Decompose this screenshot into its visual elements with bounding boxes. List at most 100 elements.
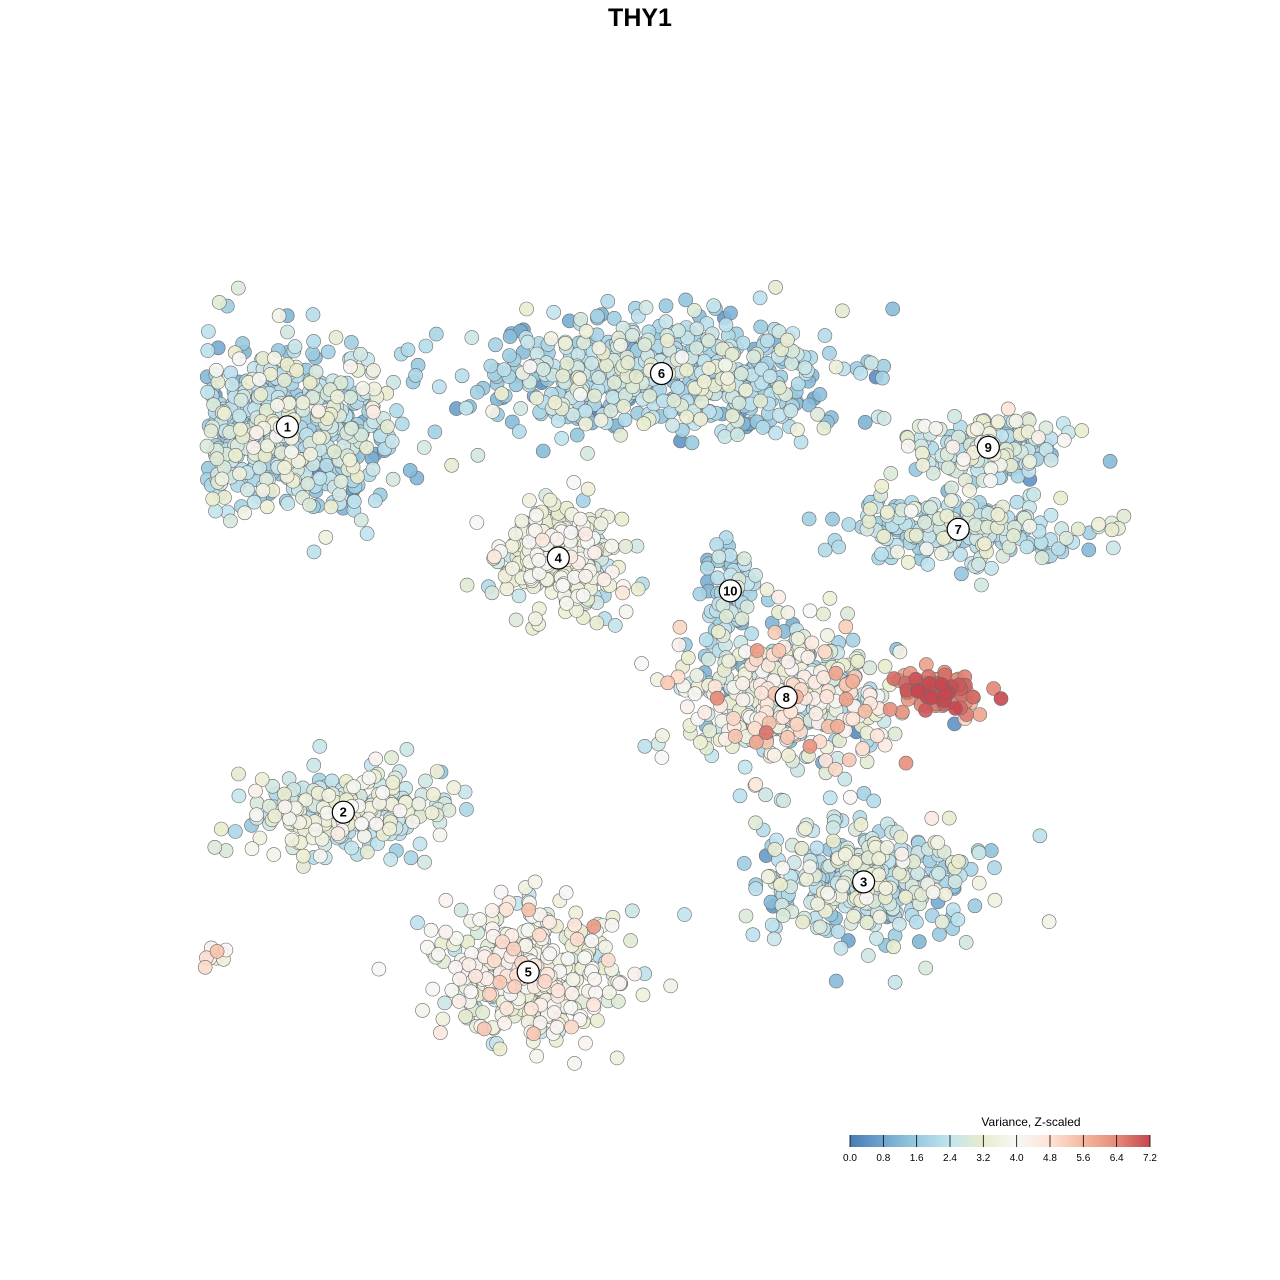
- cell-point: [800, 650, 816, 665]
- cluster-label-text: 6: [658, 366, 665, 381]
- cluster-label-9: 9: [976, 435, 1000, 459]
- cell-point: [514, 513, 530, 529]
- cell-point: [566, 475, 582, 490]
- cell-point: [967, 898, 983, 914]
- cell-point: [974, 577, 989, 593]
- cell-point: [542, 492, 558, 508]
- cell-point: [825, 820, 841, 836]
- cell-point: [733, 366, 749, 382]
- cell-point: [437, 995, 453, 1011]
- cell-point: [702, 723, 718, 739]
- cell-point: [519, 301, 534, 317]
- cell-point: [872, 909, 888, 925]
- cell-point: [744, 626, 759, 642]
- cell-point: [822, 345, 837, 361]
- cell-point: [284, 832, 300, 848]
- cell-point: [577, 950, 592, 966]
- cell-point: [253, 387, 269, 402]
- cell-point: [808, 706, 824, 722]
- cell-point: [672, 619, 688, 635]
- cell-point: [346, 494, 362, 509]
- cell-point: [736, 551, 752, 567]
- cell-point: [758, 787, 773, 803]
- cell-point: [666, 393, 682, 408]
- cell-point: [609, 1050, 625, 1066]
- cell-point: [773, 877, 788, 893]
- cell-point: [628, 369, 644, 384]
- cell-point: [780, 605, 796, 621]
- cell-point: [486, 549, 502, 565]
- legend-title: Variance, Z-scaled: [981, 1115, 1080, 1129]
- cell-point: [830, 924, 846, 939]
- cell-point: [248, 783, 263, 799]
- cell-point: [920, 556, 936, 572]
- cell-point: [857, 703, 873, 719]
- cell-point: [692, 586, 708, 602]
- cell-point: [809, 840, 825, 856]
- cell-point: [280, 496, 296, 511]
- cell-point: [416, 440, 432, 455]
- cell-point: [820, 885, 835, 901]
- legend-tick-label: 0.0: [843, 1153, 857, 1164]
- cell-point: [578, 416, 594, 432]
- cell-point: [670, 380, 686, 395]
- cell-point: [930, 835, 946, 850]
- cell-point: [318, 529, 334, 545]
- cell-point: [469, 384, 485, 400]
- cell-point: [214, 471, 230, 487]
- cell-point: [943, 493, 959, 508]
- cell-point: [720, 370, 735, 386]
- cell-point: [918, 702, 933, 718]
- cell-point: [732, 788, 748, 804]
- cell-point: [706, 298, 722, 314]
- cell-point: [940, 460, 956, 475]
- cell-point: [580, 446, 595, 461]
- cell-point: [745, 927, 761, 943]
- cell-point: [344, 335, 359, 350]
- cell-point: [637, 738, 653, 754]
- cell-point: [984, 560, 999, 576]
- cell-point: [768, 425, 784, 441]
- cell-point: [502, 348, 517, 363]
- cell-point: [931, 865, 946, 881]
- cell-point: [584, 356, 600, 371]
- cell-point: [308, 822, 324, 838]
- cell-point: [846, 908, 861, 924]
- cell-point: [734, 611, 750, 627]
- cell-point: [368, 816, 384, 832]
- cell-point: [305, 346, 320, 361]
- cell-point: [767, 842, 783, 857]
- cell-point: [932, 927, 947, 942]
- cluster-label-text: 7: [955, 522, 962, 537]
- cell-point: [567, 1056, 582, 1071]
- cell-point: [1000, 401, 1016, 417]
- cell-point: [1104, 522, 1120, 538]
- cell-point: [573, 312, 589, 327]
- cell-point: [709, 690, 725, 706]
- cell-point: [542, 946, 558, 962]
- cell-point: [987, 892, 1003, 908]
- cell-point: [382, 821, 398, 837]
- cell-point: [223, 513, 238, 529]
- cell-point: [721, 653, 737, 669]
- cell-point: [1070, 521, 1086, 537]
- cell-point: [898, 889, 914, 905]
- cell-point: [753, 319, 769, 335]
- cell-point: [677, 907, 692, 922]
- cell-point: [610, 994, 626, 1009]
- cell-point: [435, 1011, 451, 1027]
- cell-point: [607, 618, 623, 633]
- cell-point: [575, 588, 591, 603]
- cell-point: [724, 347, 740, 362]
- cell-point: [737, 759, 753, 775]
- cell-point: [883, 466, 899, 481]
- cell-point: [240, 482, 255, 498]
- cell-point: [748, 777, 764, 792]
- cell-point: [433, 1025, 448, 1040]
- cell-point: [485, 404, 501, 419]
- cell-point: [505, 561, 520, 576]
- cell-point: [586, 919, 602, 934]
- cell-point: [990, 507, 1006, 522]
- cell-point: [762, 368, 778, 384]
- cell-point: [343, 420, 359, 436]
